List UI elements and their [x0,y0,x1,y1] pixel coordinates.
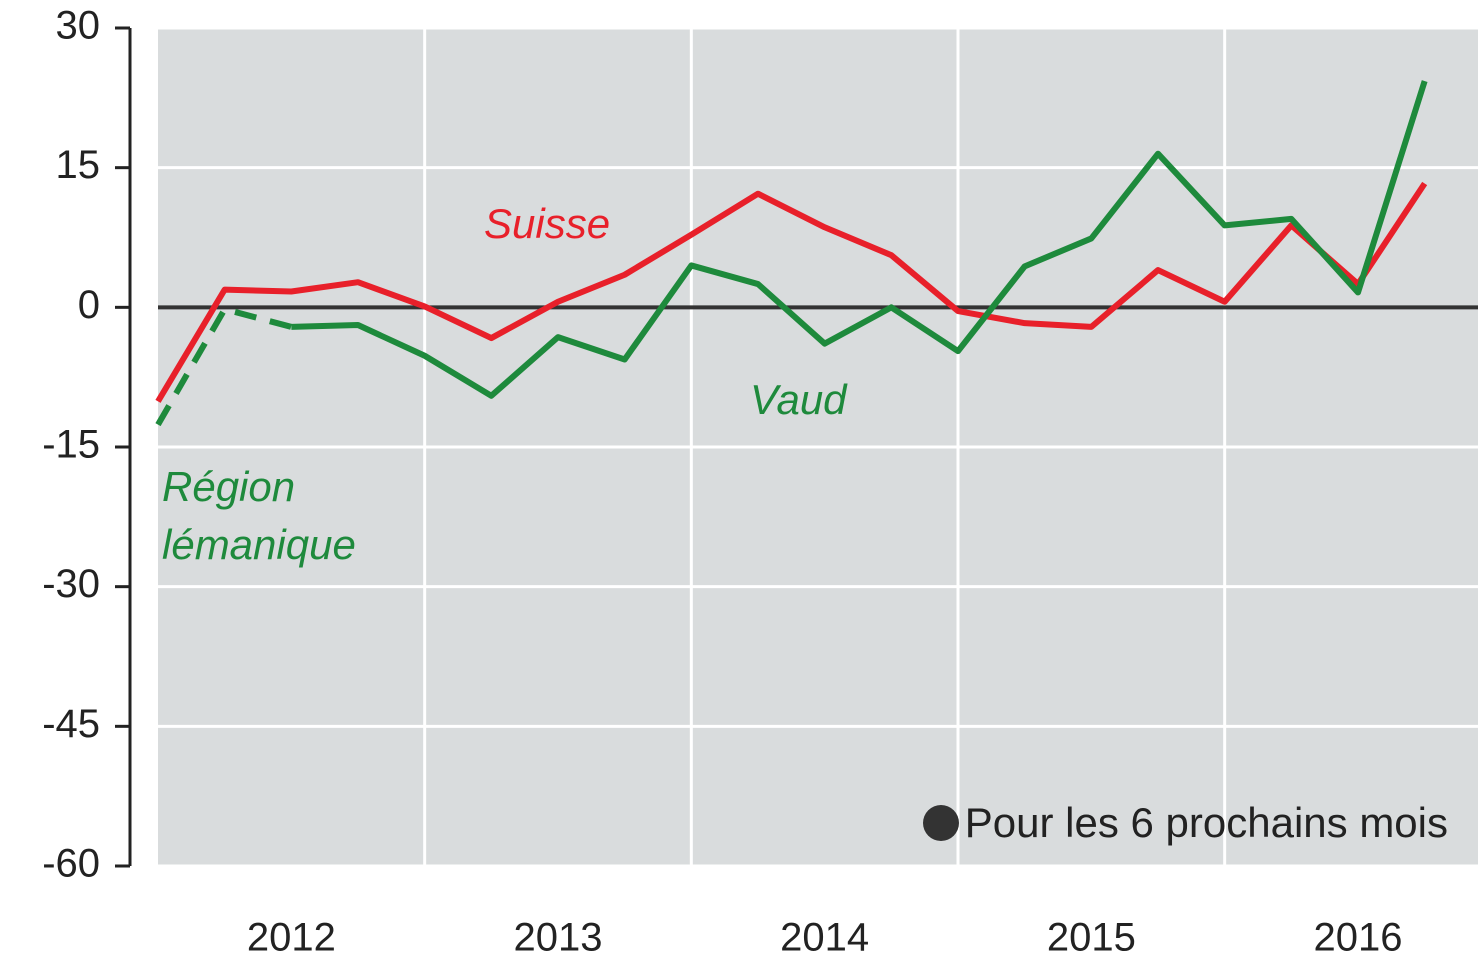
y-tick-label: -15 [42,423,100,467]
y-tick-label: 15 [56,143,101,187]
y-tick-label: -60 [42,842,100,886]
y-tick-label: 30 [56,4,101,48]
x-tick-label: 2012 [247,916,336,960]
legend-note: Pour les 6 prochains mois [922,795,1448,851]
x-tick-label: 2014 [780,916,869,960]
series-label: Vaud [750,376,847,423]
series-label: Suisse [484,200,611,247]
note-dot [922,805,959,841]
series-line [291,80,1428,399]
x-tick-label: 2015 [1047,916,1136,960]
x-tick-label: 2016 [1314,916,1403,960]
series-label: Région lémanique [162,463,356,568]
series-line [155,181,1428,403]
series-line [155,306,293,427]
y-tick-label: 0 [78,283,100,327]
x-tick-label: 2013 [514,916,603,960]
y-tick-label: -30 [42,562,100,606]
note-text: Pour les 6 prochains mois [964,799,1448,846]
y-tick-label: -45 [42,702,100,746]
